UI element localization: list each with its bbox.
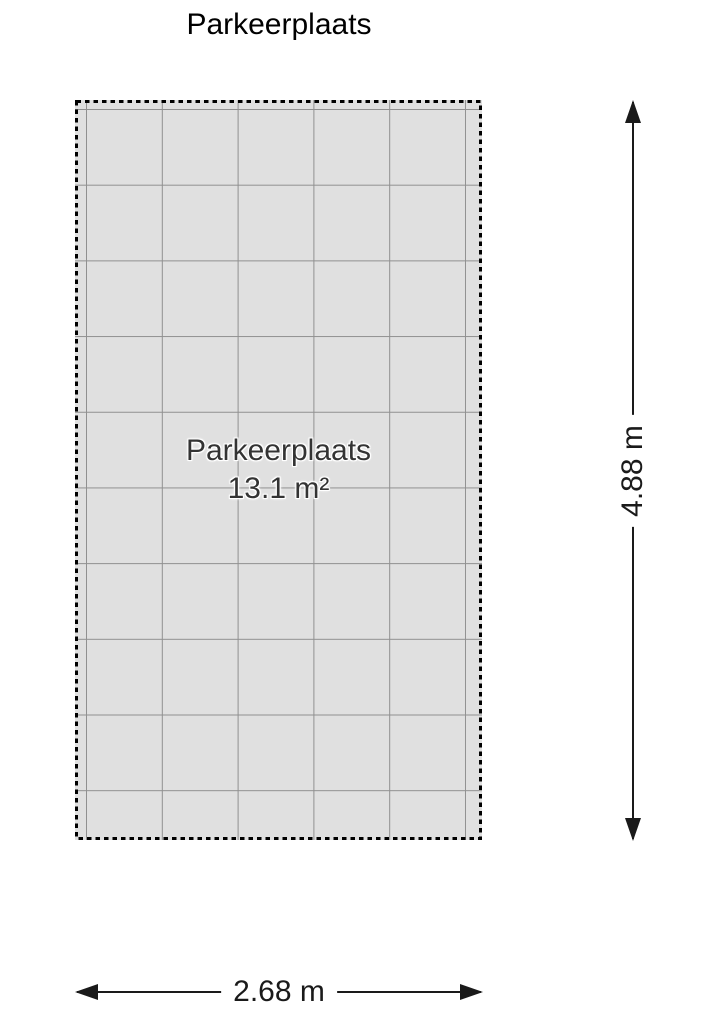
- width-dimension-label: 2.68 m: [221, 975, 337, 1009]
- room-parkeerplaats: Parkeerplaats 13.1 m²: [75, 100, 482, 840]
- vertical-dimension: 4.88 m: [616, 100, 650, 841]
- height-dimension-label: 4.88 m: [616, 414, 650, 527]
- room-area: 13.1 m²: [227, 472, 330, 505]
- horizontal-dimension: 2.68 m: [75, 975, 483, 1009]
- room-name: Parkeerplaats: [185, 434, 372, 467]
- arrow-right-icon: [460, 984, 483, 1000]
- arrow-down-icon: [625, 818, 641, 841]
- room-label: Parkeerplaats 13.1 m²: [186, 432, 371, 508]
- plan-title: Parkeerplaats: [186, 8, 372, 41]
